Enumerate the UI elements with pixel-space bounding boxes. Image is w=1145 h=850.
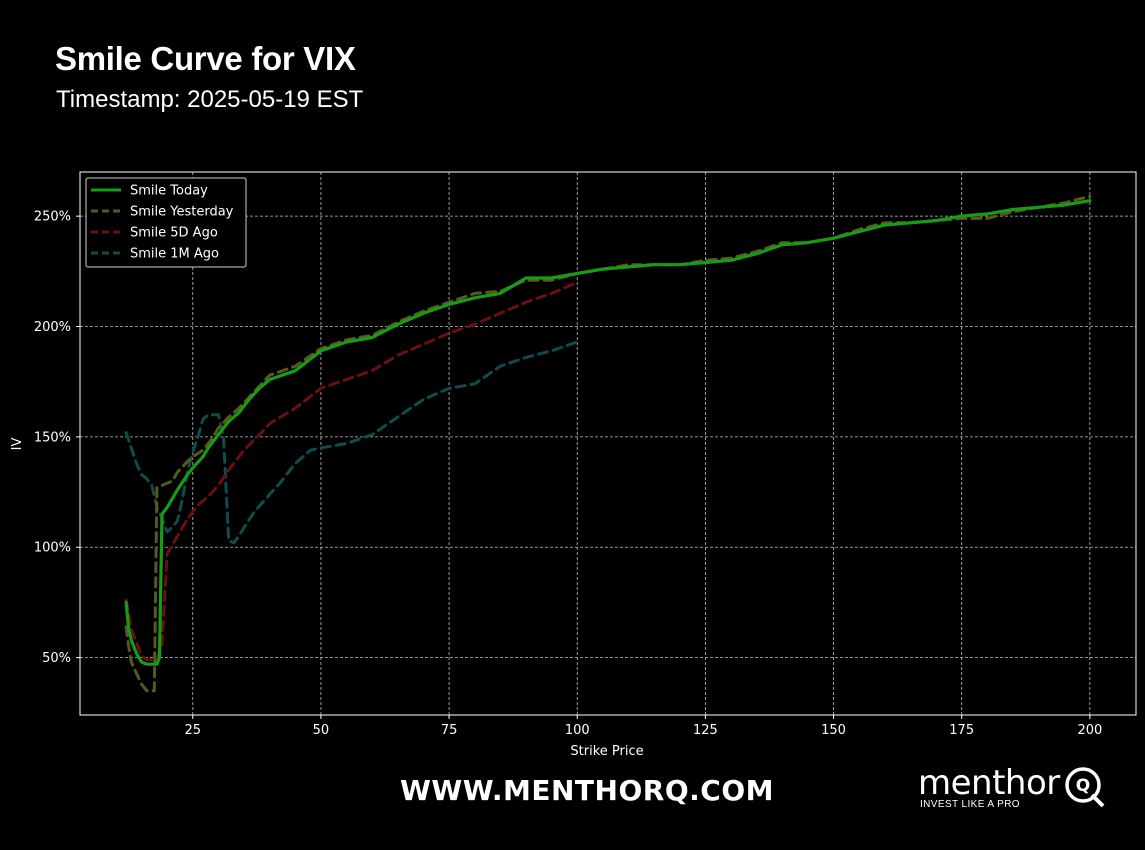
series-line-smile-5d-ago xyxy=(124,280,579,662)
legend-label: Smile 5D Ago xyxy=(130,226,218,241)
x-tick-label: 125 xyxy=(693,723,718,738)
legend-label: Smile Yesterday xyxy=(130,205,234,220)
y-axis-label: IV xyxy=(10,438,25,451)
y-tick-label: 150% xyxy=(34,430,71,445)
x-tick-label: 100 xyxy=(565,723,590,738)
ticks-layer: 25 50 75 100 125 150 175 200 50% 100% 150% 200% 250% xyxy=(34,210,1102,738)
logo-tagline: INVEST LIKE A PRO xyxy=(920,799,1020,810)
chart-title: Smile Curve for VIX xyxy=(55,40,356,77)
x-tick-label: 25 xyxy=(185,723,202,738)
series-line-smile-yesterday xyxy=(124,194,1092,693)
legend-label: Smile 1M Ago xyxy=(130,247,219,262)
x-tick-label: 75 xyxy=(441,723,458,738)
chart-subtitle: Timestamp: 2025-05-19 EST xyxy=(56,86,364,113)
logo-q-icon: Q xyxy=(1065,767,1105,808)
x-tick-label: 200 xyxy=(1077,723,1102,738)
y-tick-label: 200% xyxy=(34,320,71,335)
svg-text:Q: Q xyxy=(1076,776,1090,796)
y-tick-label: 250% xyxy=(34,210,71,225)
series-layer xyxy=(124,194,1092,693)
series-line-smile-today xyxy=(124,199,1092,666)
website-url: WWW.MENTHORQ.COM xyxy=(400,774,774,807)
menthorq-logo: menthor INVEST LIKE A PRO Q xyxy=(918,764,1108,812)
plot-frame xyxy=(79,171,1137,716)
logo-wordmark: menthor xyxy=(918,763,1060,803)
legend: Smile Today Smile Yesterday Smile 5D Ago Sm… xyxy=(85,177,247,268)
x-tick-label: 50 xyxy=(313,723,330,738)
series-line-smile-1m-ago xyxy=(124,340,579,545)
y-tick-label: 50% xyxy=(42,651,71,666)
legend-box xyxy=(85,177,247,268)
y-tick-label: 100% xyxy=(34,541,71,556)
x-axis-label: Strike Price xyxy=(570,744,643,759)
x-tick-label: 175 xyxy=(949,723,974,738)
legend-label: Smile Today xyxy=(130,184,208,199)
x-tick-label: 150 xyxy=(821,723,846,738)
